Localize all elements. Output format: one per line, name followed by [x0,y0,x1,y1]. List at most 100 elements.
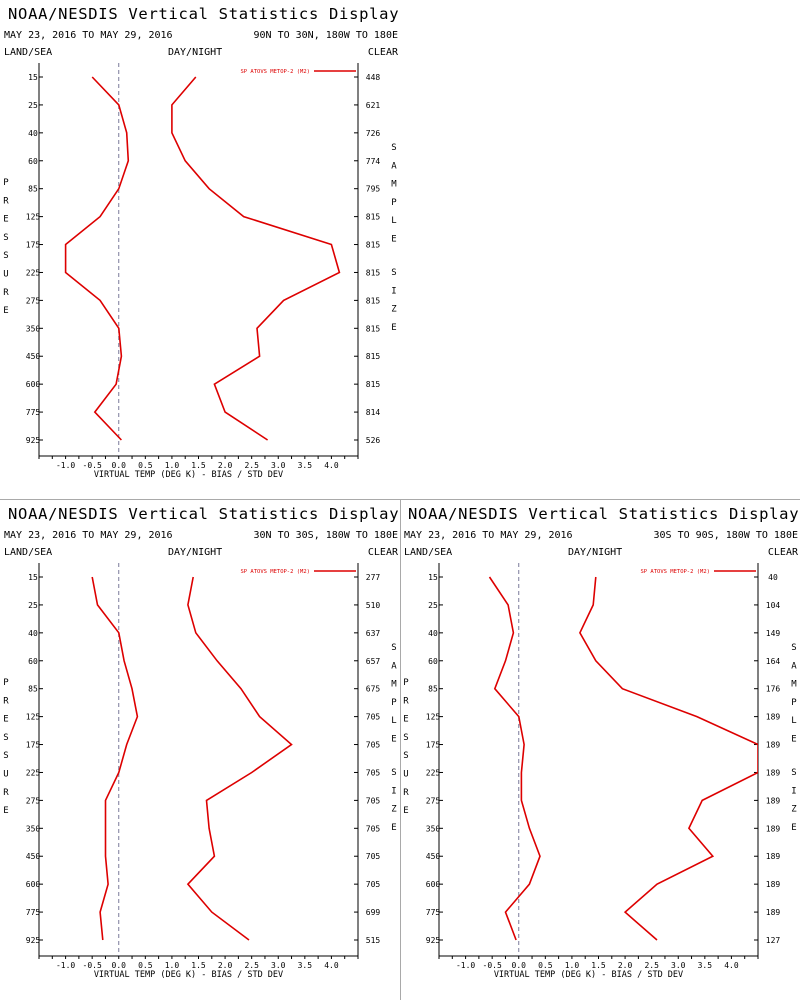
sample-axis-letter: E [391,735,396,745]
x-tick-label: 0.0 [112,461,127,470]
pressure-axis-letter: U [3,770,8,780]
sample-axis-letter: P [391,698,397,708]
pressure-axis-letter: R [3,196,9,206]
x-tick-label: 2.0 [618,961,633,970]
pressure-axis-letter: R [3,788,9,798]
pressure-level-label: 85 [428,685,438,694]
sample-size-label: 189 [766,741,781,750]
sample-axis-letter: L [391,716,396,726]
pressure-axis-letter: P [3,678,9,688]
x-tick-label: 0.5 [138,461,153,470]
pressure-axis-letter: E [403,715,408,725]
sample-size-label: 705 [366,713,381,722]
sample-size-label: 510 [366,601,381,610]
bias-series-line [64,76,130,441]
pressure-level-label: 925 [426,936,441,945]
bias-series-line [91,576,139,941]
pressure-level-label: 15 [28,573,38,582]
x-tick-label: 2.5 [244,461,259,470]
land-sea-label: LAND/SEA [4,47,53,58]
vertical-profile-chart: -1.0 -0.5 0.0 0.5 1.0 1.5 2.0 2.5 3.0 3.5 4.0 VIRTU… [3,563,397,980]
clear-label: CLEAR [767,547,798,558]
sample-size-label: 705 [366,796,381,805]
sample-size-label: 448 [366,73,381,82]
pressure-axis-letter: E [403,806,408,816]
sample-axis-letter: P [391,198,397,208]
sample-size-label: 149 [766,629,781,638]
sample-size-label: 189 [766,852,781,861]
x-axis-label: VIRTUAL TEMP (DEG K) - BIAS / STD DEV [494,970,683,980]
sample-size-label: 814 [366,408,381,417]
x-tick-label: 1.0 [165,961,180,970]
sample-size-label: 189 [766,796,781,805]
pressure-level-label: 25 [28,601,38,610]
sample-axis-letter: E [391,235,396,245]
clear-label: CLEAR [367,547,398,558]
sample-axis-letter: P [791,698,797,708]
pressure-level-label: 775 [426,908,441,917]
pressure-level-label: 25 [28,101,38,110]
date-range: MAY 23, 2016 TO MAY 29, 2016 [404,530,573,541]
sample-axis-letter: M [791,680,797,690]
sample-axis-letter: A [791,661,797,671]
sample-size-label: 705 [366,880,381,889]
size-axis-letter: S [391,268,396,278]
x-tick-label: 1.5 [191,961,206,970]
sample-size-label: 815 [366,241,381,250]
vertical-profile-chart: -1.0 -0.5 0.0 0.5 1.0 1.5 2.0 2.5 3.0 3.5 4.0 VIRTU… [3,63,397,480]
pressure-level-label: 85 [28,685,38,694]
sample-axis-letter: M [391,680,397,690]
size-axis-letter: I [391,286,396,296]
pressure-level-label: 15 [28,73,38,82]
stddev-series-line [171,76,341,441]
pressure-level-label: 450 [426,852,441,861]
size-axis-letter: Z [391,805,397,815]
sample-size-label: 621 [366,101,381,110]
pressure-axis-letter: S [3,751,8,761]
pressure-level-label: 60 [28,157,38,166]
x-tick-label: 0.5 [138,961,153,970]
x-tick-label: 0.5 [538,961,553,970]
pressure-level-label: 125 [426,713,441,722]
pressure-level-label: 175 [26,741,41,750]
pressure-level-label: 925 [26,436,41,445]
pressure-level-label: 225 [426,768,441,777]
x-tick-label: -1.0 [56,961,75,970]
x-axis-label: VIRTUAL TEMP (DEG K) - BIAS / STD DEV [94,470,283,480]
pressure-axis-letter: E [3,715,8,725]
sample-axis-letter: S [391,643,396,653]
sample-size-label: 815 [366,380,381,389]
sample-size-label: 795 [366,185,381,194]
x-tick-label: 1.5 [191,461,206,470]
sample-size-label: 526 [366,436,381,445]
legend-label: SP ATOVS METOP-2 (M2) [240,569,310,575]
pressure-level-label: 925 [26,936,41,945]
x-tick-label: 2.0 [218,461,233,470]
sample-size-label: 705 [366,741,381,750]
stddev-series-line [578,576,758,941]
x-tick-label: 2.0 [218,961,233,970]
pressure-axis-letter: E [3,806,8,816]
x-tick-label: -0.5 [83,461,102,470]
pressure-level-label: 175 [426,741,441,750]
pressure-level-label: 775 [26,408,41,417]
day-night-label: DAY/NIGHT [168,47,223,58]
pressure-axis-letter: S [3,733,8,743]
size-axis-letter: Z [791,805,797,815]
pressure-level-label: 600 [26,880,41,889]
x-tick-label: -1.0 [456,961,475,970]
x-tick-label: 3.5 [298,461,313,470]
panel-title: NOAA/NESDIS Vertical Statistics Display [408,505,800,523]
size-axis-letter: S [391,768,396,778]
pressure-level-label: 60 [28,657,38,666]
pressure-axis-letter: P [403,678,409,688]
x-tick-label: -0.5 [483,961,502,970]
region-label: 90N TO 30N, 180W TO 180E [253,30,399,41]
x-tick-label: 1.0 [565,961,580,970]
sample-size-label: 40 [768,573,778,582]
sample-axis-letter: S [791,643,796,653]
sample-size-label: 176 [766,685,781,694]
x-axis-label: VIRTUAL TEMP (DEG K) - BIAS / STD DEV [94,970,283,980]
pressure-axis-letter: U [3,270,8,280]
pressure-level-label: 350 [426,824,441,833]
